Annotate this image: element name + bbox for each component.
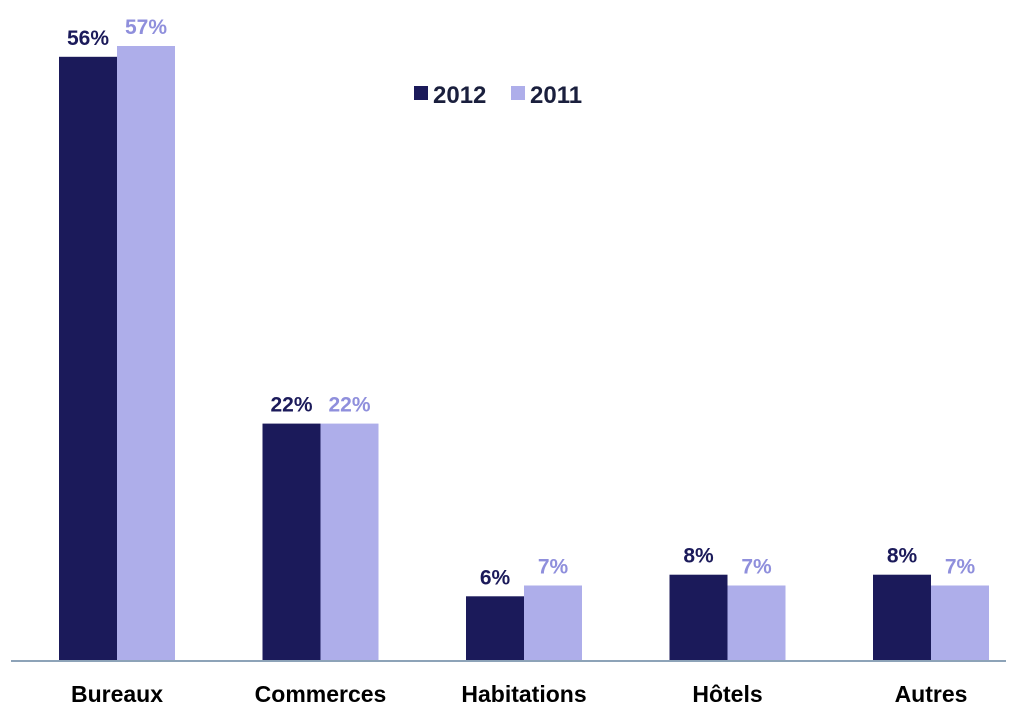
value-label-2011-1: 22% <box>328 394 370 417</box>
bar-2011-2 <box>524 585 582 661</box>
legend-swatch-2011 <box>511 86 525 100</box>
category-label-3: Hôtels <box>692 681 762 706</box>
category-label-4: Autres <box>895 681 968 706</box>
value-label-2012-0: 56% <box>67 27 109 50</box>
bar-2012-1 <box>262 423 321 661</box>
bar-2012-2 <box>466 596 524 661</box>
bar-2012-3 <box>669 574 728 661</box>
bar-2011-3 <box>727 585 786 661</box>
value-label-2012-1: 22% <box>270 394 312 417</box>
category-label-0: Bureaux <box>71 681 163 706</box>
legend-swatch-2012 <box>414 86 428 100</box>
bar-2011-4 <box>931 585 989 661</box>
category-labels-layer: Bureaux Commerces Habitations Hôtels Autres <box>71 681 967 706</box>
legend-label-2011: 2011 <box>530 82 582 109</box>
value-label-2011-0: 57% <box>125 16 167 39</box>
category-label-2: Habitations <box>461 681 586 706</box>
bar-2012-0 <box>59 56 117 662</box>
bars-layer <box>59 46 989 662</box>
bar-2012-4 <box>873 574 931 661</box>
value-label-2012-3: 8% <box>683 545 714 568</box>
value-label-2012-4: 8% <box>887 545 918 568</box>
legend-label-2012: 2012 <box>433 82 486 109</box>
value-label-2011-4: 7% <box>945 556 976 579</box>
category-label-1: Commerces <box>255 681 387 706</box>
value-label-2011-2: 7% <box>538 556 569 579</box>
value-label-2012-2: 6% <box>480 566 511 589</box>
value-labels-layer: 56% 57% 22% 22% 6% 7% 8% 7% 8% 7% <box>67 16 976 589</box>
bar-2011-1 <box>320 423 379 661</box>
value-label-2011-3: 7% <box>741 556 772 579</box>
legend: 2012 2011 <box>414 82 582 109</box>
bar-2011-0 <box>117 46 175 661</box>
